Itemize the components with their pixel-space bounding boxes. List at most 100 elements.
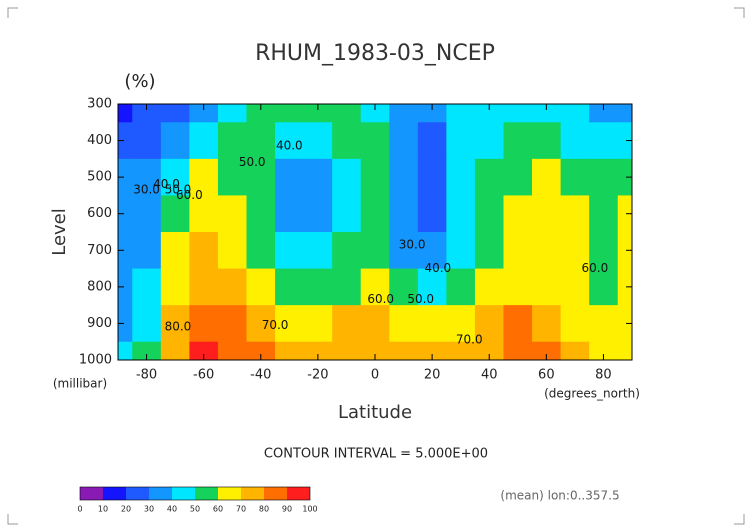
contour-cell (446, 305, 476, 343)
contour-cell (217, 341, 247, 360)
y-tick-label: 1000 (79, 353, 112, 368)
contour-cell (617, 268, 632, 306)
contour-cell (417, 122, 447, 160)
contour-cell (332, 195, 362, 233)
y-tick-label: 300 (87, 97, 112, 112)
x-axis-label: Latitude (338, 402, 412, 423)
contour-cell (560, 232, 590, 270)
contour-cell (474, 232, 504, 270)
contour-label: 70.0 (456, 332, 483, 346)
contour-cell (589, 104, 619, 123)
contour-cell (275, 104, 305, 123)
contour-cell (275, 305, 305, 343)
contour-cell (560, 104, 590, 123)
contour-cell (446, 341, 476, 360)
contour-cell (617, 158, 632, 196)
y-axis-unit: (millibar) (53, 377, 107, 391)
colorbar-swatch (126, 487, 149, 500)
contour-label: 60.0 (367, 292, 394, 306)
contour-cell (132, 122, 162, 160)
contour-cell (417, 268, 447, 306)
contour-cell (118, 158, 133, 196)
contour-cell (532, 341, 562, 360)
contour-cell (503, 122, 533, 160)
contour-cell (275, 158, 305, 196)
colorbar-swatch (241, 487, 264, 500)
contour-cell (246, 195, 276, 233)
contour-cell (589, 232, 619, 270)
contour-cell (160, 305, 190, 343)
contour-cell (532, 195, 562, 233)
contour-cell (189, 305, 219, 343)
contour-cell (503, 268, 533, 306)
footer-note: (mean) lon:0..357.5 (500, 489, 619, 503)
contour-cell (303, 195, 333, 233)
y-tick-label: 600 (87, 206, 112, 221)
contour-cell (217, 305, 247, 343)
contour-label: 80.0 (165, 320, 192, 334)
contour-cell (132, 195, 162, 233)
contour-cell (503, 305, 533, 343)
contour-cell (474, 122, 504, 160)
contour-cell (446, 268, 476, 306)
contour-cell (332, 122, 362, 160)
colorbar-tick-label: 80 (259, 505, 269, 514)
x-tick-label: -60 (193, 368, 214, 383)
contour-cell (246, 122, 276, 160)
contour-cell (118, 341, 133, 360)
contour-cell (132, 305, 162, 343)
contour-cell (332, 158, 362, 196)
colorbar-swatch (103, 487, 126, 500)
contour-cell (246, 232, 276, 270)
colorbar-tick-label: 70 (236, 505, 246, 514)
contour-cell (160, 232, 190, 270)
contour-cell (189, 341, 219, 360)
contour-cell (532, 232, 562, 270)
contour-cell (275, 341, 305, 360)
colorbar-tick-label: 20 (121, 505, 131, 514)
contour-cell (275, 195, 305, 233)
contour-cell (474, 158, 504, 196)
colorbar-swatch (172, 487, 195, 500)
contour-cell (532, 268, 562, 306)
contour-cell (446, 122, 476, 160)
contour-cell (132, 104, 162, 123)
contour-cell (446, 104, 476, 123)
contour-cell (360, 268, 390, 306)
contour-cell (118, 104, 133, 123)
contour-cell (617, 122, 632, 160)
contour-label: 50.0 (165, 182, 192, 196)
contour-cell (332, 341, 362, 360)
contour-cell (132, 232, 162, 270)
contour-cell (417, 305, 447, 343)
contour-cell (118, 195, 133, 233)
contour-label: 40.0 (153, 177, 180, 191)
contour-cell (132, 158, 162, 196)
contour-cell (389, 195, 419, 233)
contour-cell (217, 195, 247, 233)
contour-cell (360, 232, 390, 270)
x-axis-unit: (degrees_north) (544, 387, 640, 401)
contour-cell (474, 195, 504, 233)
contour-cell (332, 305, 362, 343)
contour-label: 50.0 (407, 292, 434, 306)
contour-cell (160, 158, 190, 196)
contour-cell (446, 232, 476, 270)
contour-cell (246, 341, 276, 360)
contour-cell (474, 104, 504, 123)
contour-cell (560, 195, 590, 233)
contour-cell (503, 104, 533, 123)
contour-label: 70.0 (262, 318, 289, 332)
contour-cell (474, 341, 504, 360)
contour-cell (189, 122, 219, 160)
contour-cell (360, 158, 390, 196)
colorbar-swatch (80, 487, 103, 500)
contour-cell (303, 341, 333, 360)
contour-cell (118, 122, 133, 160)
y-tick-label: 500 (87, 170, 112, 185)
contour-cell (389, 305, 419, 343)
colorbar-tick-label: 10 (98, 505, 108, 514)
contour-cell (160, 268, 190, 306)
x-tick-label: -80 (136, 368, 157, 383)
